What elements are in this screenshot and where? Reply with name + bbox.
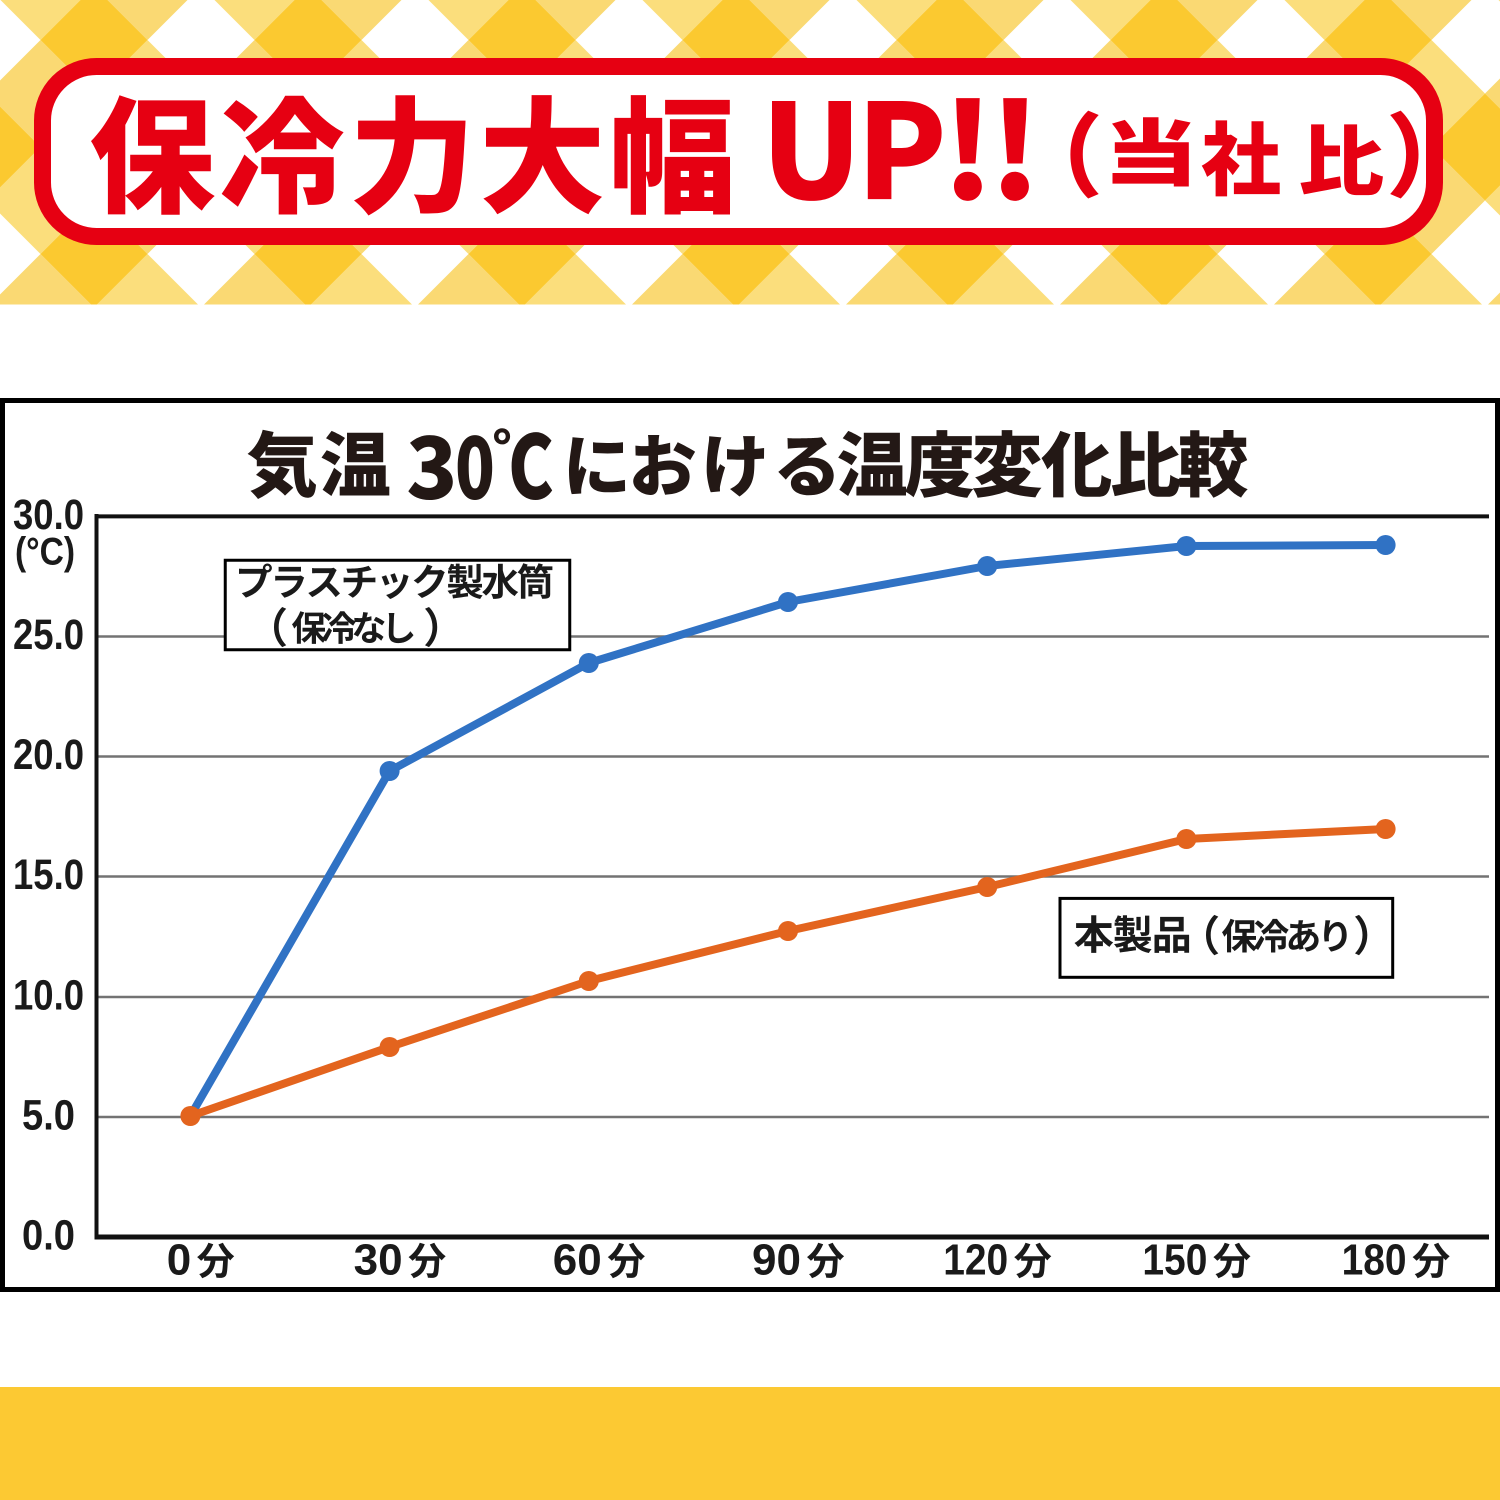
svg-text:20.0: 20.0 [13,732,84,779]
svg-text:30.0: 30.0 [13,492,84,539]
svg-text:10.0: 10.0 [13,973,84,1020]
svg-text:180: 180 [1342,1236,1407,1285]
svg-text:60: 60 [553,1236,602,1285]
svg-text:120: 120 [943,1236,1008,1285]
svg-text:(°C): (°C) [15,531,75,574]
svg-text:90: 90 [752,1236,801,1285]
svg-text:150: 150 [1142,1236,1207,1285]
svg-text:0.0: 0.0 [22,1213,75,1260]
svg-text:15.0: 15.0 [13,852,84,899]
svg-text:0: 0 [167,1236,191,1285]
svg-text:5.0: 5.0 [22,1093,75,1140]
svg-text:25.0: 25.0 [13,612,84,659]
svg-text:30: 30 [354,1236,403,1285]
